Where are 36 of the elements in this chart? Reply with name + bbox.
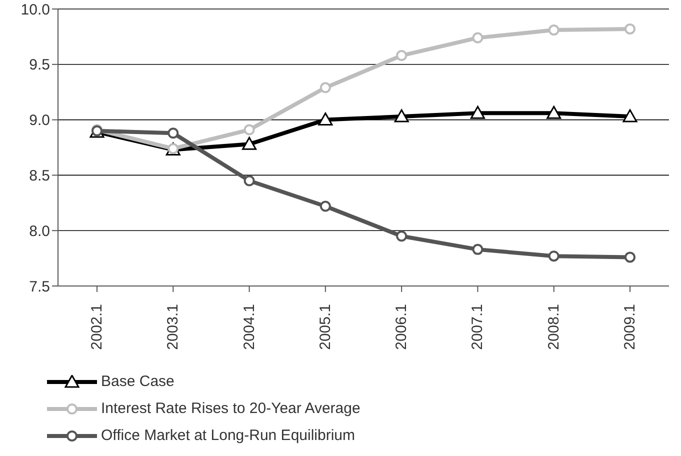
x-tick-label: 2003.1: [164, 304, 182, 350]
point: [624, 252, 636, 263]
point: [168, 128, 179, 139]
point: [244, 175, 255, 186]
legend-label: Interest Rate Rises to 20-Year Average: [101, 400, 360, 417]
x-tick-label: 2009.1: [622, 304, 638, 350]
y-tick-label: 10.0: [20, 1, 50, 18]
point: [396, 230, 408, 242]
y-tick-label: 9.5: [29, 56, 50, 74]
y-tick-label: 8.5: [29, 168, 50, 185]
point: [320, 82, 331, 94]
x-tick-label: 2007.1: [469, 304, 486, 350]
point: [244, 124, 255, 136]
point: [472, 244, 484, 255]
point: [546, 106, 562, 119]
legend-label: Office Market at Long-Run Equilibrium: [101, 427, 356, 444]
point: [318, 112, 333, 126]
point: [548, 24, 560, 36]
x-tick-label: 2006.1: [393, 304, 410, 350]
y-tick-label: 8.0: [29, 222, 50, 240]
point: [394, 109, 409, 122]
x-tick-label: 2004.1: [240, 304, 258, 350]
x-tick-label: 2008.1: [545, 304, 562, 350]
legend-label: Base Case: [101, 373, 174, 390]
point: [242, 136, 257, 150]
point: [622, 109, 638, 122]
x-tick-label: 2002.1: [88, 304, 106, 350]
point: [624, 23, 636, 34]
y-tick-label: 7.5: [29, 278, 50, 296]
y-tick-label: 9.0: [29, 112, 50, 130]
point: [470, 106, 485, 119]
point: [320, 200, 331, 212]
point: [472, 32, 484, 44]
point: [396, 50, 408, 62]
x-tick-label: 2005.1: [316, 304, 334, 350]
point: [548, 250, 560, 262]
